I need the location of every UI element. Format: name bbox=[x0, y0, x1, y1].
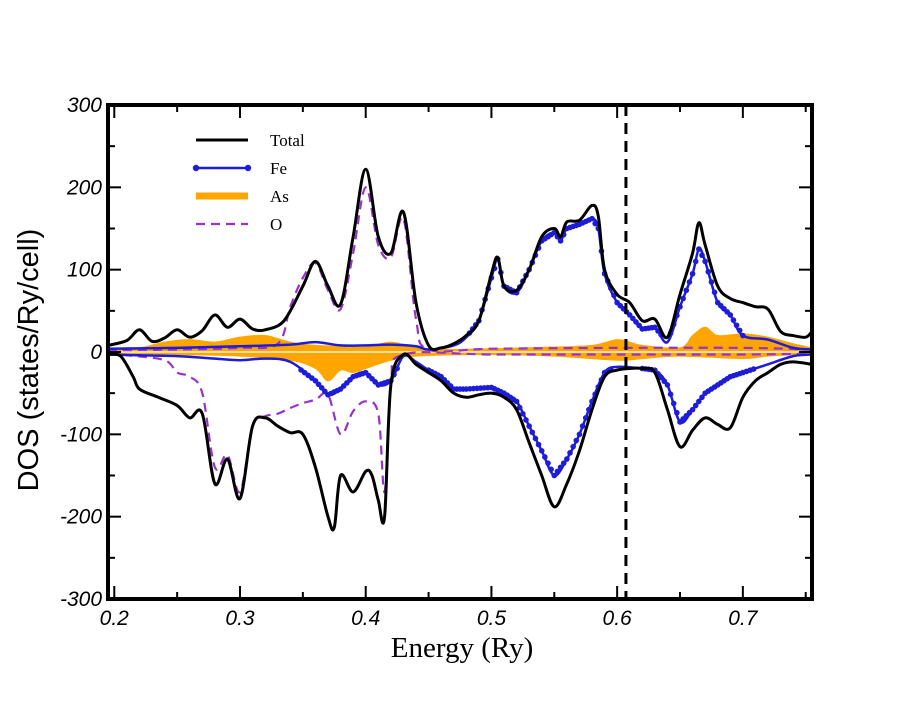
y-tick-label: 0 bbox=[90, 341, 102, 364]
x-tick-label: 0.4 bbox=[351, 607, 380, 630]
fe-dos-marker bbox=[686, 279, 693, 285]
fe-dos-marker bbox=[576, 431, 583, 438]
fe-dos-marker bbox=[705, 268, 712, 275]
fe-dos-marker bbox=[532, 435, 539, 442]
as-dos-down-fill bbox=[108, 351, 812, 382]
fe-dos-down-line bbox=[108, 353, 812, 477]
x-tick-label: 0.7 bbox=[728, 607, 759, 630]
legend-label-as: As bbox=[270, 187, 289, 206]
o-dos-up-line bbox=[108, 186, 812, 353]
fe-dos-marker bbox=[699, 252, 705, 259]
fe-dos-marker bbox=[692, 258, 699, 265]
legend-marker-fe bbox=[244, 164, 252, 172]
legend-label-o: O bbox=[270, 215, 282, 234]
fe-dos-marker bbox=[733, 322, 740, 329]
fe-dos-marker bbox=[557, 464, 564, 471]
fe-dos-marker bbox=[523, 417, 529, 423]
fe-dos-marker bbox=[579, 423, 586, 429]
fe-dos-marker bbox=[667, 391, 674, 397]
fe-dos-marker bbox=[661, 378, 668, 385]
fe-dos-marker bbox=[551, 472, 558, 479]
fe-dos-marker bbox=[727, 312, 734, 318]
fe-dos-marker bbox=[573, 437, 580, 444]
fe-dos-marker bbox=[708, 279, 715, 285]
x-tick-label: 0.5 bbox=[477, 607, 507, 630]
fe-dos-marker bbox=[542, 454, 548, 460]
total-dos-down-line bbox=[108, 352, 812, 532]
fe-dos-marker bbox=[696, 246, 702, 252]
y-tick-label: 200 bbox=[66, 176, 102, 199]
fe-dos-marker bbox=[545, 460, 551, 466]
x-tick-label: 0.2 bbox=[100, 607, 130, 630]
fe-dos-marker bbox=[592, 220, 598, 227]
legend-label-total: Total bbox=[270, 131, 305, 150]
fe-dos-marker bbox=[699, 394, 705, 401]
fe-dos-marker bbox=[730, 317, 737, 323]
fe-dos-marker bbox=[538, 448, 545, 454]
plot-area bbox=[108, 105, 812, 599]
fe-dos-marker bbox=[567, 450, 573, 456]
fe-dos-marker bbox=[554, 468, 561, 475]
fe-dos-marker bbox=[711, 289, 718, 296]
legend: Total Fe As O bbox=[192, 131, 305, 234]
fe-dos-marker bbox=[520, 410, 526, 417]
fe-dos-marker bbox=[652, 324, 658, 331]
fe-dos-marker bbox=[564, 456, 570, 462]
o-dos-down-line bbox=[108, 351, 812, 494]
x-tick-label: 0.3 bbox=[225, 607, 255, 630]
fe-dos-marker bbox=[529, 429, 536, 436]
fe-dos-marker bbox=[696, 398, 702, 405]
fe-dos-marker bbox=[736, 327, 743, 334]
x-axis-title: Energy (Ry) bbox=[391, 632, 533, 664]
fe-dos-marker bbox=[548, 466, 554, 473]
fe-dos-marker bbox=[740, 332, 746, 339]
fe-dos-marker bbox=[570, 443, 576, 450]
fe-dos-marker bbox=[582, 415, 589, 421]
fe-dos-marker bbox=[692, 402, 699, 409]
fe-dos-marker bbox=[689, 270, 696, 277]
fe-dos-marker bbox=[526, 423, 532, 429]
fe-dos-marker bbox=[535, 441, 542, 448]
fe-dos-marker bbox=[683, 287, 690, 294]
fe-dos-marker bbox=[513, 398, 520, 405]
fe-dos-marker bbox=[750, 366, 757, 372]
x-tick-label: 0.6 bbox=[603, 607, 633, 630]
fe-dos-marker bbox=[680, 295, 686, 302]
legend-label-fe: Fe bbox=[270, 159, 287, 178]
fe-dos-marker bbox=[589, 215, 595, 222]
fe-dos-marker bbox=[674, 409, 680, 416]
fe-dos-marker bbox=[702, 258, 708, 265]
fe-dos-marker bbox=[658, 374, 664, 381]
fe-dos-marker bbox=[560, 460, 567, 466]
y-axis-title: DOS (states/Ry/cell) bbox=[13, 229, 45, 492]
y-tick-label: 300 bbox=[67, 94, 102, 117]
fe-dos-marker bbox=[557, 238, 564, 244]
fe-dos-marker bbox=[670, 400, 677, 407]
y-tick-label: -300 bbox=[60, 588, 102, 611]
axes: 0.2 0.3 0.4 0.5 0.6 0.7 -300 -200 -100 0 100 200 300… bbox=[13, 94, 814, 664]
fe-dos-marker bbox=[689, 406, 696, 413]
legend-marker-fe bbox=[192, 164, 200, 172]
fe-dos-marker bbox=[664, 382, 671, 388]
y-tick-label: -100 bbox=[60, 423, 102, 446]
total-dos-up-line bbox=[108, 167, 812, 352]
y-tick-label: -200 bbox=[60, 506, 102, 529]
y-tick-label: 100 bbox=[67, 259, 102, 282]
fe-dos-marker bbox=[516, 404, 523, 411]
